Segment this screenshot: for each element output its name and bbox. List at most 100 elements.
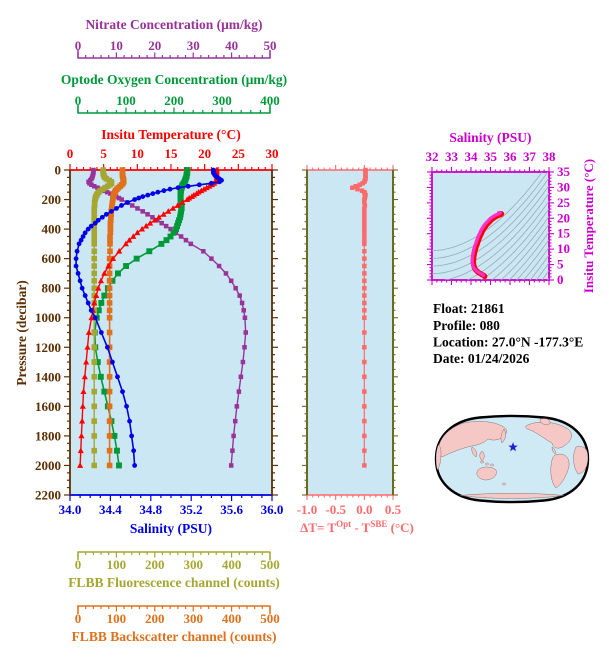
marker xyxy=(145,192,151,198)
label: 1000 xyxy=(35,310,61,325)
map-landmass xyxy=(476,466,497,481)
marker xyxy=(362,215,367,220)
marker xyxy=(362,220,367,226)
delta-t-axis-title: ΔT= TOpt - TSBE (°C) xyxy=(300,519,414,535)
marker xyxy=(108,211,114,218)
label: 100 xyxy=(107,611,127,626)
marker xyxy=(116,462,122,469)
label: 100 xyxy=(116,93,136,108)
marker xyxy=(140,194,146,199)
marker xyxy=(84,344,91,350)
marker xyxy=(107,226,114,232)
marker xyxy=(107,237,113,243)
marker xyxy=(185,183,191,189)
marker xyxy=(106,433,113,439)
marker xyxy=(110,359,115,365)
label: 100 xyxy=(107,557,127,572)
marker xyxy=(91,183,97,189)
map-island xyxy=(485,462,489,466)
label: 1200 xyxy=(35,340,61,355)
marker xyxy=(143,222,150,229)
marker xyxy=(362,285,367,291)
marker xyxy=(75,271,81,276)
isopycnal-contour xyxy=(480,208,549,280)
nitrate-axis-title: Nitrate Concentration (μm/kg) xyxy=(85,17,262,32)
marker xyxy=(114,206,119,211)
map-island xyxy=(480,460,484,464)
marker xyxy=(109,208,114,214)
marker xyxy=(115,374,120,380)
marker xyxy=(362,404,367,409)
map-landmass xyxy=(551,446,556,455)
marker xyxy=(362,248,367,254)
marker xyxy=(196,182,202,188)
backscatter-axis-title: FLBB Backscatter channel (counts) xyxy=(72,629,277,644)
marker xyxy=(362,448,367,453)
marker xyxy=(91,230,98,236)
marker xyxy=(362,212,367,217)
marker xyxy=(106,307,113,314)
marker xyxy=(239,300,245,306)
marker xyxy=(91,374,98,380)
label: 15 xyxy=(165,146,179,161)
isopycnal-contour xyxy=(516,239,549,280)
marker xyxy=(106,292,113,299)
marker xyxy=(91,329,98,336)
marker xyxy=(360,181,365,186)
marker xyxy=(170,229,177,236)
marker xyxy=(78,432,85,439)
label: -1.0 xyxy=(297,502,318,517)
marker xyxy=(133,255,140,262)
label: 10 xyxy=(110,38,123,53)
marker xyxy=(136,195,142,201)
marker xyxy=(79,417,86,424)
label: 5 xyxy=(557,257,564,272)
marker xyxy=(159,220,164,226)
marker xyxy=(223,271,229,276)
label: 35 xyxy=(484,149,498,164)
marker xyxy=(362,300,367,306)
marker xyxy=(91,255,98,262)
marker xyxy=(91,217,98,224)
label: 300 xyxy=(183,557,203,572)
label: 33 xyxy=(445,149,459,164)
marker xyxy=(91,208,98,215)
marker xyxy=(150,215,155,220)
marker xyxy=(103,176,110,182)
marker xyxy=(362,293,367,298)
marker xyxy=(236,389,242,394)
label: 38 xyxy=(543,149,557,164)
marker xyxy=(106,462,113,469)
marker xyxy=(228,463,234,468)
marker xyxy=(99,214,105,220)
marker xyxy=(151,217,158,223)
marker xyxy=(97,373,104,380)
marker xyxy=(88,314,95,321)
marker xyxy=(232,418,238,424)
marker xyxy=(184,196,191,202)
marker xyxy=(119,203,124,208)
label: 37 xyxy=(523,149,537,164)
marker xyxy=(209,256,214,261)
marker xyxy=(126,236,133,243)
marker xyxy=(91,199,98,206)
label: -0.5 xyxy=(325,502,346,517)
marker xyxy=(237,293,242,298)
marker xyxy=(178,234,184,239)
marker xyxy=(127,418,132,424)
marker xyxy=(175,185,181,191)
marker xyxy=(231,433,236,439)
marker xyxy=(110,255,117,262)
marker xyxy=(106,278,113,284)
marker xyxy=(91,233,98,240)
marker xyxy=(234,404,240,409)
marker xyxy=(82,230,88,236)
map-landmass xyxy=(550,453,570,489)
marker xyxy=(145,212,150,217)
label: 200 xyxy=(145,557,165,572)
marker xyxy=(167,233,174,240)
marker xyxy=(95,284,102,291)
label: 200 xyxy=(42,192,62,207)
backscatter-scalebar: 0 100 200 300 400 500 FLBB Backscatter channel… xyxy=(72,605,280,644)
label: 30 xyxy=(557,179,570,194)
